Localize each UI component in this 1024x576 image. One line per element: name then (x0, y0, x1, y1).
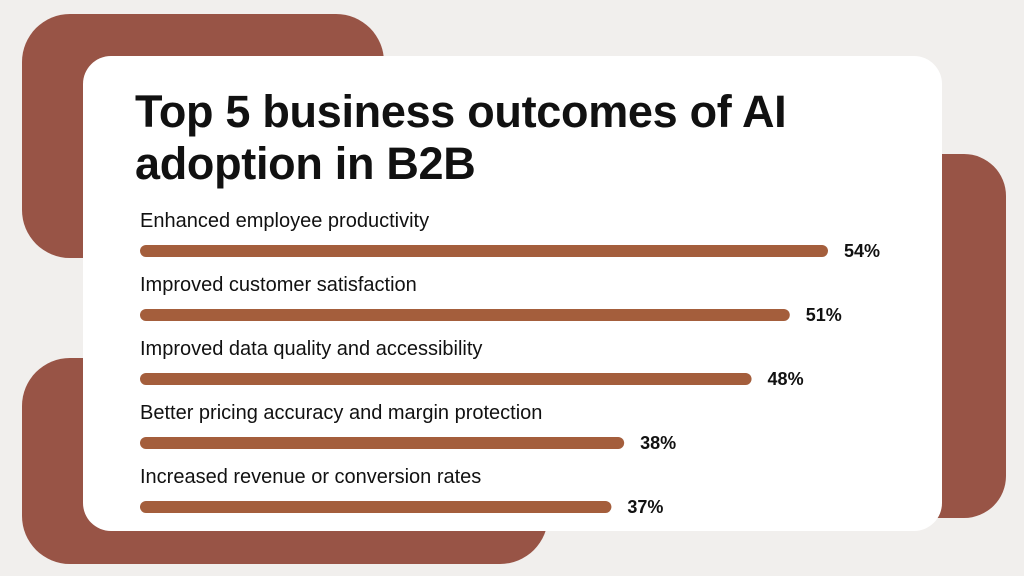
value-label: 37% (627, 497, 663, 517)
bar-row: Better pricing accuracy and margin prote… (140, 402, 676, 453)
value-label: 38% (640, 433, 676, 453)
bar-row: Enhanced employee productivity 54% (140, 210, 880, 261)
bar (140, 501, 612, 513)
category-label: Improved customer satisfaction (140, 274, 417, 296)
bar (140, 437, 625, 449)
bar-row: Improved data quality and accessibility 4… (140, 338, 804, 389)
category-label: Better pricing accuracy and margin prote… (140, 402, 542, 424)
bar (140, 373, 752, 385)
category-label: Improved data quality and accessibility (140, 338, 482, 360)
bar-row: Improved customer satisfaction 51% (140, 274, 842, 325)
bar-row: Increased revenue or conversion rates 37% (140, 466, 663, 517)
bar-chart: Enhanced employee productivity54%Improve… (140, 210, 880, 517)
value-label: 51% (806, 305, 842, 325)
category-label: Increased revenue or conversion rates (140, 466, 481, 488)
bar (140, 245, 828, 257)
category-label: Enhanced employee productivity (140, 210, 429, 232)
value-label: 48% (768, 369, 804, 389)
value-label: 54% (844, 241, 880, 261)
chart-title: Top 5 business outcomes of AI adoption i… (135, 86, 787, 189)
bar (140, 309, 790, 321)
chart-card: Top 5 business outcomes of AI adoption i… (83, 56, 942, 531)
